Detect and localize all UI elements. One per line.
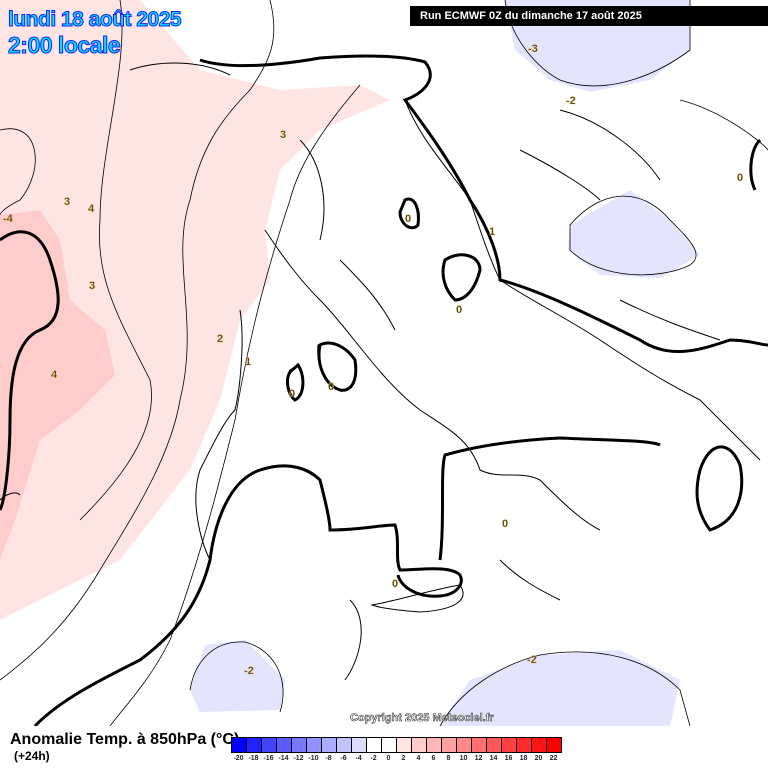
contour-label: 3 xyxy=(64,196,70,208)
color-scale-box xyxy=(382,738,397,752)
color-scale-box xyxy=(547,738,561,752)
contour-label: 0 xyxy=(328,381,334,393)
contour-label: 3 xyxy=(280,129,286,141)
legend-subtitle: (+24h) xyxy=(14,749,50,763)
color-scale-tick: -4 xyxy=(355,755,362,762)
color-scale-box xyxy=(352,738,367,752)
color-scale-tick: 8 xyxy=(446,755,451,762)
contour-label: 0 xyxy=(392,578,398,590)
color-scale-tick: 10 xyxy=(459,755,468,762)
color-scale-box xyxy=(247,738,262,752)
contour-label: -2 xyxy=(566,95,576,107)
contour-label: -2 xyxy=(527,654,537,666)
color-scale-tick: 12 xyxy=(474,755,483,762)
isotherm-lines xyxy=(0,0,768,726)
color-scale-box xyxy=(232,738,247,752)
color-scale-box xyxy=(337,738,352,752)
color-scale-tick: 14 xyxy=(489,755,498,762)
color-scale-tick: 20 xyxy=(534,755,543,762)
color-scale-tick: -18 xyxy=(248,755,259,762)
color-scale-box xyxy=(397,738,412,752)
contour-labels: 3 4 -4 3 3 4 -3 -2 0 0 1 0 2 1 0 0 0 0 -… xyxy=(3,43,744,677)
anomaly-map: 3 4 -4 3 3 4 -3 -2 0 0 1 0 2 1 0 0 0 0 -… xyxy=(0,0,768,726)
color-scale-box xyxy=(532,738,547,752)
color-scale-tick: -20 xyxy=(233,755,244,762)
contour-label: -4 xyxy=(3,213,14,225)
color-scale-tick: 22 xyxy=(549,755,558,762)
color-scale-box xyxy=(307,738,322,752)
color-scale-ticks: -20 -18 -16 -14 -12 -10 -8 -6 -4 -2 0 2 4 6 8 10 12 14 16 1… xyxy=(231,755,561,762)
color-scale-tick: -2 xyxy=(370,755,377,762)
color-scale-box xyxy=(487,738,502,752)
contour-label: 0 xyxy=(456,304,462,316)
cool-anomaly-area-east xyxy=(568,190,700,278)
color-scale-box xyxy=(472,738,487,752)
color-scale-box xyxy=(412,738,427,752)
color-scale-box xyxy=(427,738,442,752)
color-scale-tick: -8 xyxy=(325,755,332,762)
contour-label: 4 xyxy=(88,203,95,215)
color-scale-box xyxy=(442,738,457,752)
color-scale-box xyxy=(502,738,517,752)
contour-label: 0 xyxy=(502,518,508,530)
contour-label: 3 xyxy=(89,280,95,292)
contour-label: -2 xyxy=(244,665,254,677)
contour-label: 1 xyxy=(489,226,495,238)
contour-label: 1 xyxy=(245,356,251,368)
contour-label: 2 xyxy=(217,333,223,345)
warm-anomaly-area-strong xyxy=(0,210,115,560)
forecast-date: lundi 18 août 2025 xyxy=(7,8,182,32)
contour-label: 0 xyxy=(405,213,411,225)
zero-isotherm xyxy=(0,54,768,726)
color-scale-tick: 4 xyxy=(416,755,421,762)
cool-anomaly-area-south xyxy=(440,650,680,726)
color-scale-tick: -14 xyxy=(278,755,289,762)
color-scale-tick: 18 xyxy=(519,755,528,762)
color-scale-box xyxy=(262,738,277,752)
color-scale-tick: -16 xyxy=(263,755,274,762)
color-scale-box xyxy=(322,738,337,752)
cool-anomaly-area-sw xyxy=(190,640,285,712)
warm-anomaly-area xyxy=(0,0,390,620)
color-scale-box xyxy=(457,738,472,752)
copyright-text: Copyright 2025 Meteociel.fr xyxy=(350,712,494,725)
model-run-banner: Run ECMWF 0Z du dimanche 17 août 2025 xyxy=(410,6,768,26)
contour-label: -3 xyxy=(528,43,538,55)
color-scale-tick: 16 xyxy=(504,755,513,762)
contour-label: 0 xyxy=(289,388,295,400)
color-scale-tick: 0 xyxy=(386,755,391,762)
legend-title: Anomalie Temp. à 850hPa (°C) xyxy=(10,731,240,748)
color-scale-tick: -10 xyxy=(308,755,319,762)
color-scale xyxy=(231,737,562,753)
color-scale-box xyxy=(517,738,532,752)
contour-label: 4 xyxy=(51,369,58,381)
forecast-time: 2:00 locale xyxy=(7,32,121,59)
color-scale-tick: 6 xyxy=(431,755,436,762)
color-scale-tick: 2 xyxy=(401,755,406,762)
color-scale-box xyxy=(367,738,382,752)
color-scale-box xyxy=(292,738,307,752)
color-scale-tick: -12 xyxy=(293,755,304,762)
color-scale-box xyxy=(277,738,292,752)
color-scale-tick: -6 xyxy=(340,755,347,762)
contour-label: 0 xyxy=(737,172,743,184)
